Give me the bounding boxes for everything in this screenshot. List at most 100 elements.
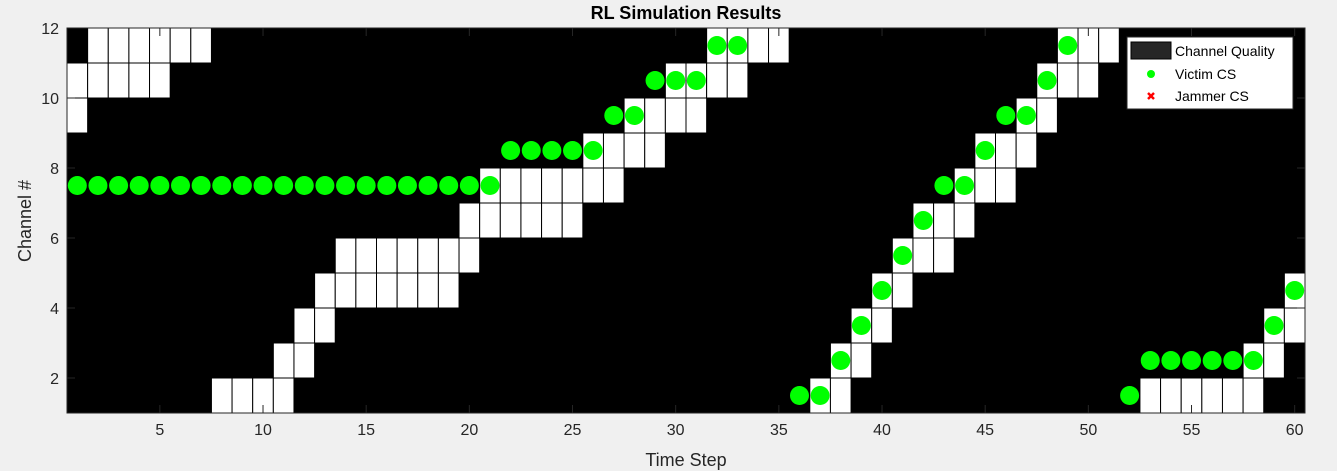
- victim-marker: [129, 176, 149, 195]
- victim-marker: [1202, 351, 1222, 370]
- victim-marker: [336, 176, 356, 195]
- victim-marker: [789, 386, 809, 405]
- channel-cell: [995, 132, 1017, 169]
- victim-marker: [88, 176, 108, 195]
- channel-cell: [582, 167, 604, 204]
- x-tick-label: 55: [1183, 422, 1201, 439]
- channel-cell: [499, 202, 522, 239]
- channel-cell: [128, 27, 151, 64]
- victim-marker: [851, 316, 871, 335]
- x-tick-label: 20: [460, 422, 478, 439]
- channel-cell: [1221, 377, 1244, 414]
- y-tick-label: 6: [50, 231, 59, 248]
- channel-cell: [685, 97, 708, 134]
- x-tick-label: 30: [667, 422, 685, 439]
- legend: Channel Quality Victim CS Jammer CS: [1126, 36, 1294, 110]
- victim-marker: [624, 106, 644, 125]
- x-axis-ticks: 5 10 15 20 25 30 35 40 45 50 55 60: [155, 28, 1304, 439]
- channel-cell: [210, 377, 233, 414]
- victim-marker: [294, 176, 314, 195]
- channel-cell: [355, 237, 378, 274]
- legend-marker-victim: [1147, 70, 1155, 78]
- victim-marker: [418, 176, 438, 195]
- channel-cell: [66, 97, 89, 134]
- victim-marker: [707, 36, 727, 55]
- channel-cell: [107, 27, 130, 64]
- victim-marker: [67, 176, 87, 195]
- victim-marker: [377, 176, 397, 195]
- channel-cell: [1201, 377, 1223, 414]
- victim-marker: [191, 176, 211, 195]
- channel-cell: [726, 62, 749, 99]
- legend-marker-jammer: [1147, 92, 1155, 100]
- channel-cell: [128, 62, 151, 99]
- channel-cell: [623, 132, 646, 169]
- channel-cell: [458, 237, 481, 274]
- victim-marker: [1058, 36, 1078, 55]
- victim-marker: [1182, 351, 1202, 370]
- victim-marker: [872, 281, 892, 300]
- victim-marker: [604, 106, 624, 125]
- victim-marker: [583, 141, 603, 160]
- victim-marker: [975, 141, 995, 160]
- channel-cell: [664, 97, 687, 134]
- channel-cell: [995, 167, 1017, 204]
- victim-marker: [563, 141, 583, 160]
- victim-marker: [109, 176, 129, 195]
- channel-cell: [396, 237, 419, 274]
- channel-cell: [1160, 377, 1182, 414]
- x-axis-label: Time Step: [645, 450, 726, 470]
- channel-cell: [974, 167, 996, 204]
- victim-marker: [1016, 106, 1036, 125]
- legend-label-victim: Victim CS: [1175, 66, 1236, 82]
- plot-border: [66, 27, 1306, 414]
- victim-marker: [831, 351, 851, 370]
- x-tick-label: 40: [873, 422, 891, 439]
- channel-cell: [231, 377, 254, 414]
- x-tick-label: 45: [976, 422, 994, 439]
- legend-label-jammer: Jammer CS: [1175, 88, 1249, 104]
- channel-cell: [644, 97, 666, 134]
- victim-marker: [666, 71, 686, 90]
- victim-marker: [1140, 351, 1160, 370]
- victim-marker: [1243, 351, 1263, 370]
- channel-cell: [437, 237, 460, 274]
- channel-cell: [293, 342, 316, 379]
- channel-cell: [417, 237, 439, 274]
- victim-marker: [645, 71, 665, 90]
- channel-cell: [479, 202, 501, 239]
- channel-cell: [87, 27, 109, 64]
- channel-cell: [1056, 62, 1079, 99]
- channel-cell: [458, 202, 481, 239]
- victim-marker: [810, 386, 830, 405]
- channel-cell: [829, 377, 852, 414]
- channel-cell: [602, 167, 625, 204]
- victim-marker: [1223, 351, 1243, 370]
- y-tick-label: 8: [50, 161, 59, 178]
- channel-cell: [1036, 97, 1058, 134]
- x-tick-label: 50: [1079, 422, 1097, 439]
- channel-cell: [66, 62, 89, 99]
- y-tick-label: 12: [41, 21, 59, 38]
- x-tick-label: 15: [357, 422, 375, 439]
- x-tick-label: 5: [155, 422, 164, 439]
- victim-marker: [1161, 351, 1181, 370]
- x-tick-label: 25: [564, 422, 582, 439]
- channel-cell: [314, 307, 336, 344]
- channel-cell: [850, 342, 873, 379]
- victim-marker: [996, 106, 1016, 125]
- channel-cell: [871, 307, 893, 344]
- victim-marker: [439, 176, 459, 195]
- channel-cell: [561, 167, 584, 204]
- victim-marker: [542, 141, 562, 160]
- channel-cell: [190, 27, 212, 64]
- victim-marker: [1285, 281, 1305, 300]
- victim-marker: [459, 176, 479, 195]
- channel-cell: [272, 342, 295, 379]
- channel-cell: [1077, 62, 1100, 99]
- channel-cell: [891, 272, 914, 309]
- victim-marker: [232, 176, 252, 195]
- x-tick-label: 10: [254, 422, 272, 439]
- channel-cell: [953, 202, 976, 239]
